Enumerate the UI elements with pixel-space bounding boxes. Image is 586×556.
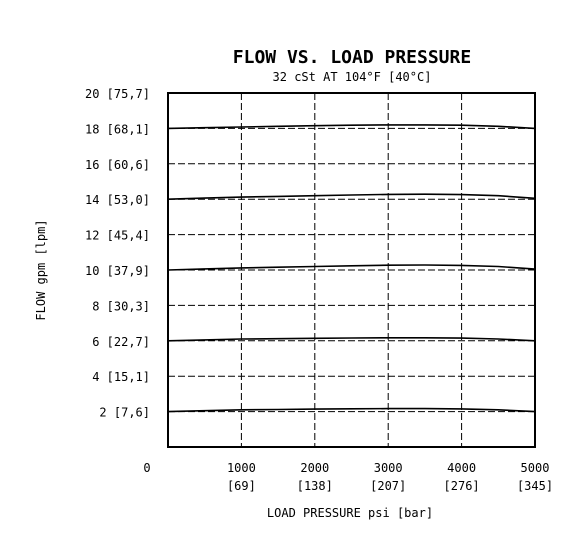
x-tick-label: 5000 — [521, 461, 550, 475]
series-line — [167, 124, 536, 130]
y-tick-labels: 2 [7,6] 4 [15,1] 6 [22,7] 8 [30,3] 10 [37,9]… — [85, 87, 150, 420]
x-tick-label: 3000 — [374, 461, 403, 475]
y-tick-label: 14 [53,0] — [85, 193, 150, 207]
y-tick-label: 10 [37,9] — [85, 264, 150, 278]
y-tick-label: 12 [45,4] — [85, 229, 150, 243]
x-tick-sublabel: [345] — [517, 479, 553, 493]
y-tick-label: 16 [60,6] — [85, 158, 150, 172]
x-tick-labels: 0 1000 [69] 2000 [138] 3000 [207] 4000 [276] 5000… — [143, 461, 553, 493]
x-tick-sublabel: [276] — [444, 479, 480, 493]
y-tick-label: 6 [22,7] — [92, 335, 150, 349]
grid — [168, 93, 535, 447]
y-axis-label: FLOW gpm [lpm] — [34, 219, 48, 320]
y-tick-label: 2 [7,6] — [99, 406, 150, 420]
x-tick-label: 1000 — [227, 461, 256, 475]
y-tick-label: 20 [75,7] — [85, 87, 150, 101]
y-tick-label: 18 [68,1] — [85, 122, 150, 136]
x-tick-sublabel: [138] — [297, 479, 333, 493]
series-line — [167, 264, 536, 271]
chart-subtitle: 32 cSt AT 104°F [40°C] — [273, 70, 432, 84]
series-line — [167, 193, 536, 200]
x-tick-label: 2000 — [300, 461, 329, 475]
series-lines — [167, 124, 536, 413]
series-line — [167, 336, 536, 342]
series-line — [167, 407, 536, 413]
x-tick-sublabel: [207] — [370, 479, 406, 493]
y-tick-label: 4 [15,1] — [92, 370, 150, 384]
x-axis-label: LOAD PRESSURE psi [bar] — [267, 506, 433, 520]
x-tick-sublabel: [69] — [227, 479, 256, 493]
x-tick-label: 4000 — [447, 461, 476, 475]
y-tick-label: 8 [30,3] — [92, 299, 150, 313]
x-tick-label: 0 — [143, 461, 150, 475]
plot-frame — [167, 92, 536, 448]
chart-title: FLOW VS. LOAD PRESSURE — [233, 47, 471, 68]
